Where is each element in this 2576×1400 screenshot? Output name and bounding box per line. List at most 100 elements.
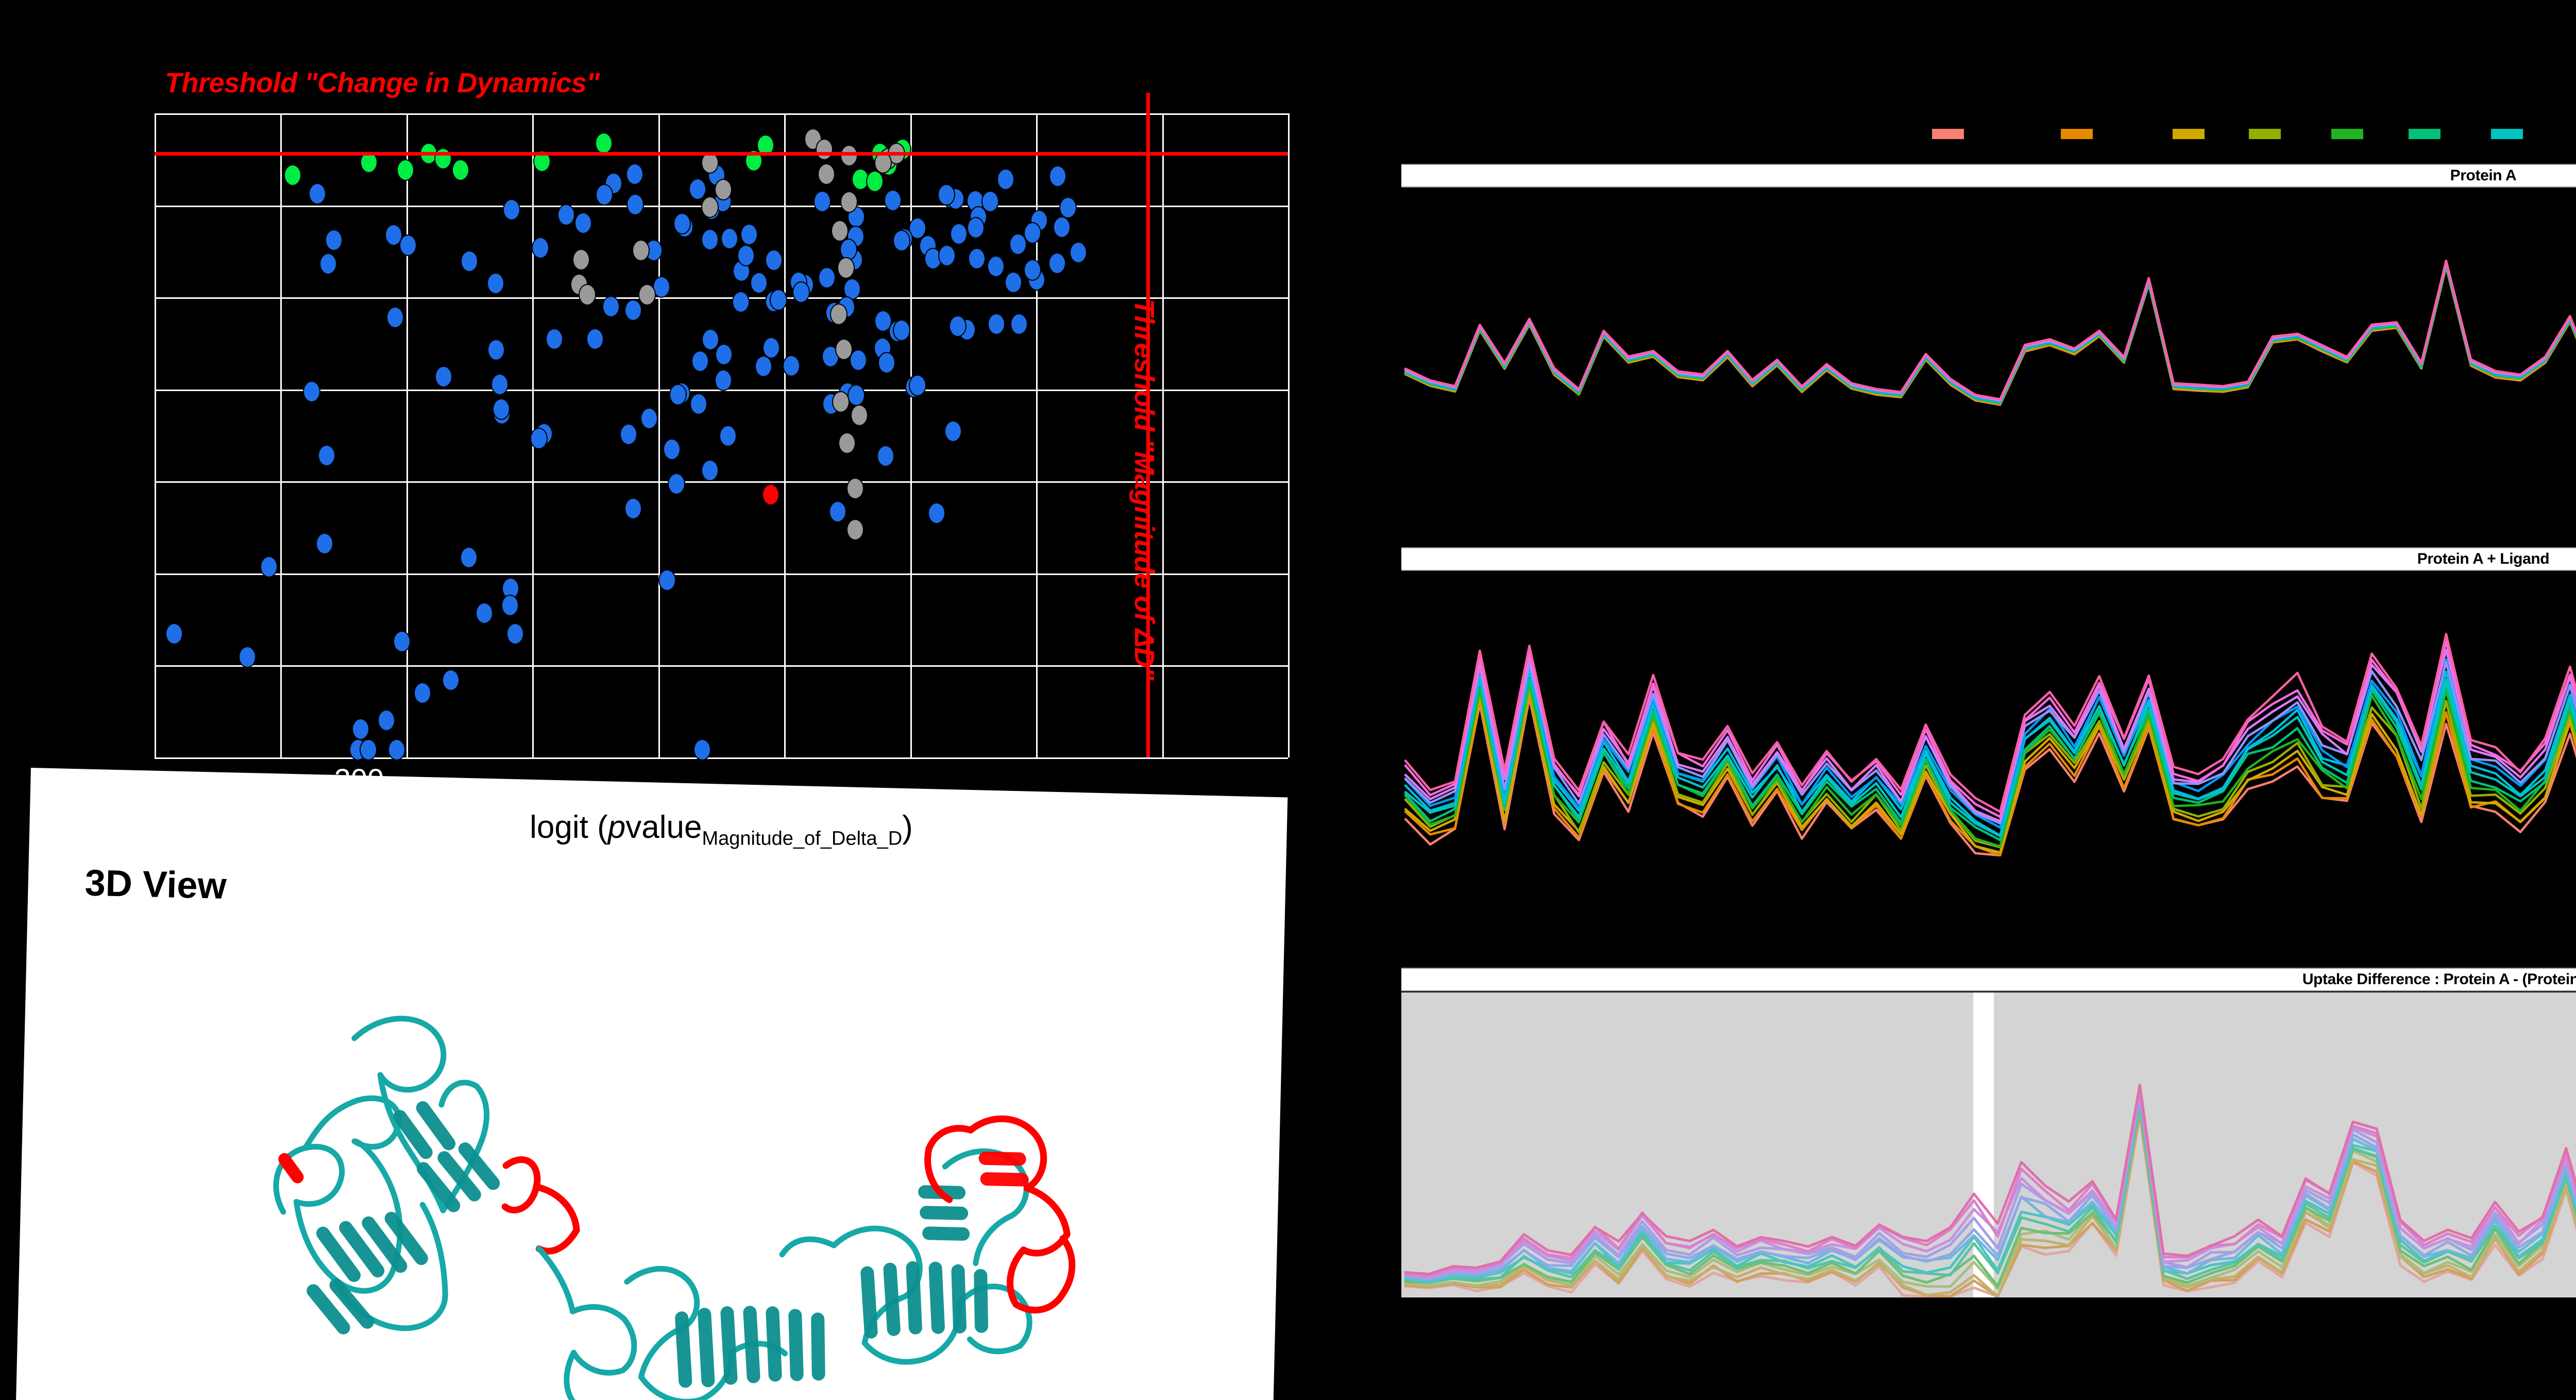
scatter-point[interactable] xyxy=(818,266,836,289)
scatter-point[interactable] xyxy=(397,159,414,181)
scatter-point[interactable] xyxy=(701,152,719,174)
scatter-point[interactable] xyxy=(762,484,779,505)
scatter-point[interactable] xyxy=(832,391,850,413)
scatter-point[interactable] xyxy=(948,315,967,337)
legend-swatch[interactable] xyxy=(2491,129,2523,139)
scatter-point[interactable] xyxy=(625,163,643,185)
scatter-point[interactable] xyxy=(595,132,613,154)
legend-swatch[interactable] xyxy=(2249,129,2281,139)
scatter-point[interactable] xyxy=(572,249,590,271)
scatter-point[interactable] xyxy=(732,291,750,313)
scatter-point[interactable] xyxy=(1005,272,1023,294)
scatter-point[interactable] xyxy=(792,281,810,303)
scatter-point[interactable] xyxy=(715,344,733,366)
scatter-point[interactable] xyxy=(693,739,711,761)
scatter-point[interactable] xyxy=(814,191,832,213)
scatter-point[interactable] xyxy=(937,184,955,206)
scatter-point[interactable] xyxy=(750,272,768,294)
scatter-point[interactable] xyxy=(165,623,183,645)
scatter-point[interactable] xyxy=(586,328,604,350)
scatter-point[interactable] xyxy=(762,336,780,359)
scatter-point[interactable] xyxy=(557,204,575,226)
scatter-point[interactable] xyxy=(987,255,1005,277)
scatter-point[interactable] xyxy=(316,533,333,554)
scatter-point[interactable] xyxy=(260,556,278,578)
scatter-point[interactable] xyxy=(239,646,256,668)
scatter-point[interactable] xyxy=(877,445,895,467)
scatter-point[interactable] xyxy=(319,252,337,275)
scatter-point[interactable] xyxy=(318,444,336,466)
scatter-point[interactable] xyxy=(877,352,895,374)
scatter-point[interactable] xyxy=(884,190,902,212)
scatter-point[interactable] xyxy=(487,339,505,361)
scatter-point[interactable] xyxy=(938,245,956,267)
uptake-trace-line[interactable] xyxy=(1404,669,2576,837)
scatter-point[interactable] xyxy=(632,240,650,261)
scatter-point[interactable] xyxy=(719,425,737,447)
scatter-point[interactable] xyxy=(434,365,452,387)
uptake-trace-line[interactable] xyxy=(1404,1102,2576,1284)
chart-panel-uptake-difference[interactable]: Uptake Difference : Protein A - (Protein… xyxy=(1401,968,2576,1297)
scatter-point[interactable] xyxy=(1053,216,1071,238)
scatter-point[interactable] xyxy=(846,519,864,541)
scatter-point[interactable] xyxy=(715,369,733,391)
scatter-point[interactable] xyxy=(782,355,800,377)
scatter-point[interactable] xyxy=(838,432,856,454)
uptake-trace-line[interactable] xyxy=(1404,681,2576,848)
scatter-point[interactable] xyxy=(460,547,478,568)
scatter-point[interactable] xyxy=(831,220,849,242)
scatter-point[interactable] xyxy=(486,273,504,295)
scatter-point[interactable] xyxy=(840,238,858,260)
scatter-point[interactable] xyxy=(546,328,564,350)
scatter-point[interactable] xyxy=(950,223,968,245)
scatter-point[interactable] xyxy=(626,194,645,216)
uptake-trace-line[interactable] xyxy=(1404,1084,2576,1275)
scatter-point[interactable] xyxy=(981,191,999,213)
scatter-point[interactable] xyxy=(691,350,709,373)
scatter-point[interactable] xyxy=(893,230,911,252)
scatter-point[interactable] xyxy=(503,199,521,221)
scatter-point[interactable] xyxy=(828,501,846,523)
scatter-point[interactable] xyxy=(847,384,865,407)
scatter-point[interactable] xyxy=(476,602,493,624)
scatter-point[interactable] xyxy=(530,428,548,449)
scatter-point[interactable] xyxy=(1010,313,1028,335)
scatter-point[interactable] xyxy=(840,145,858,166)
scatter-point[interactable] xyxy=(754,356,772,378)
scatter-point[interactable] xyxy=(360,739,377,761)
scatter-point[interactable] xyxy=(816,139,833,160)
uptake-trace-line[interactable] xyxy=(1404,688,2576,849)
scatter-point[interactable] xyxy=(769,289,787,311)
scatter-point[interactable] xyxy=(715,179,732,200)
trace-canvas-protein-a[interactable] xyxy=(1401,188,2576,483)
scatter-point[interactable] xyxy=(701,196,719,218)
legend-swatch[interactable] xyxy=(2409,129,2441,139)
scatter-point[interactable] xyxy=(325,229,343,251)
scatter-point[interactable] xyxy=(837,257,855,279)
scatter-point[interactable] xyxy=(721,228,739,250)
scatter-point[interactable] xyxy=(944,420,962,443)
scatter-point[interactable] xyxy=(835,339,853,360)
scatter-point[interactable] xyxy=(701,228,719,250)
uptake-trace-line[interactable] xyxy=(1404,1105,2576,1288)
uptake-trace-line[interactable] xyxy=(1404,648,2576,823)
scatter-point[interactable] xyxy=(968,247,986,269)
scatter-point[interactable] xyxy=(701,459,719,481)
uptake-trace-line[interactable] xyxy=(1404,261,2576,402)
scatter-point[interactable] xyxy=(988,313,1006,335)
uptake-trace-line[interactable] xyxy=(1404,1094,2576,1280)
scatter-point[interactable] xyxy=(386,307,404,329)
scatter-point[interactable] xyxy=(434,148,452,170)
chart-panel-protein-a[interactable]: Protein A xyxy=(1401,164,2576,483)
uptake-trace-line[interactable] xyxy=(1404,249,2576,401)
scatter-point[interactable] xyxy=(624,299,642,322)
scatter-point[interactable] xyxy=(460,250,478,273)
scatter-point[interactable] xyxy=(928,502,946,524)
scatter-point[interactable] xyxy=(452,159,469,181)
uptake-trace-line[interactable] xyxy=(1404,1087,2576,1278)
scatter-point[interactable] xyxy=(663,438,681,460)
scatter-point[interactable] xyxy=(967,217,985,239)
exposure-time-legend[interactable] xyxy=(1932,129,2576,144)
scatter-point[interactable] xyxy=(1009,233,1027,255)
scatter-point[interactable] xyxy=(740,223,758,245)
